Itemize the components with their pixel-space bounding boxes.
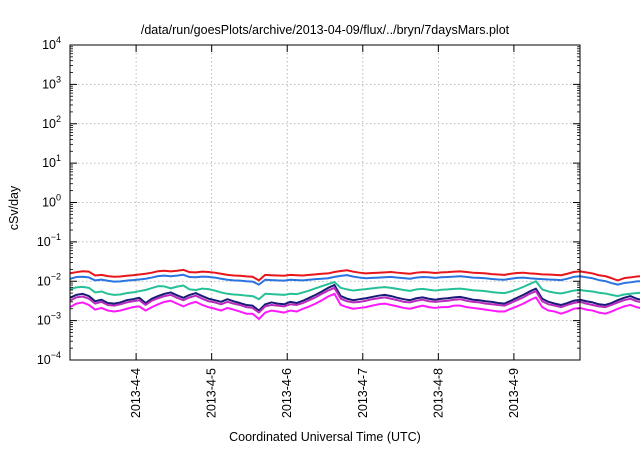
x-tick-label: 2013-4-6 [280, 368, 294, 418]
y-tick-label: 10−4 [37, 350, 61, 367]
plot-frame [69, 44, 581, 361]
x-tick-label: 2013-4-9 [507, 368, 521, 418]
y-tick-label: 10−2 [37, 271, 61, 288]
axes: 10−4 10−3 10−2 10−1 100 101 102 103 104 2013-4-4 2… [37, 35, 581, 418]
chart-title: /data/run/goesPlots/archive/2013-04-09/f… [141, 23, 510, 37]
series-line [69, 273, 640, 286]
y-tick-label: 10−1 [37, 232, 61, 249]
x-tick-label: 2013-4-7 [356, 368, 370, 418]
y-tick-label: 100 [42, 193, 61, 210]
grid [70, 45, 580, 360]
y-tick-label: 102 [42, 114, 61, 131]
x-tick-label: 2013-4-8 [431, 368, 445, 418]
y-tick-label: 103 [42, 74, 61, 91]
x-tick-label: 2013-4-4 [129, 368, 143, 418]
x-tick-label: 2013-4-5 [205, 368, 219, 418]
series-group [69, 268, 640, 320]
x-axis-label: Coordinated Universal Time (UTC) [229, 430, 421, 444]
y-tick-label: 10−3 [37, 311, 61, 328]
series-line [69, 284, 640, 312]
y-axis-label: cSv/day [7, 185, 21, 230]
y-tick-label: 101 [42, 153, 61, 170]
y-tick-label: 104 [42, 35, 61, 52]
